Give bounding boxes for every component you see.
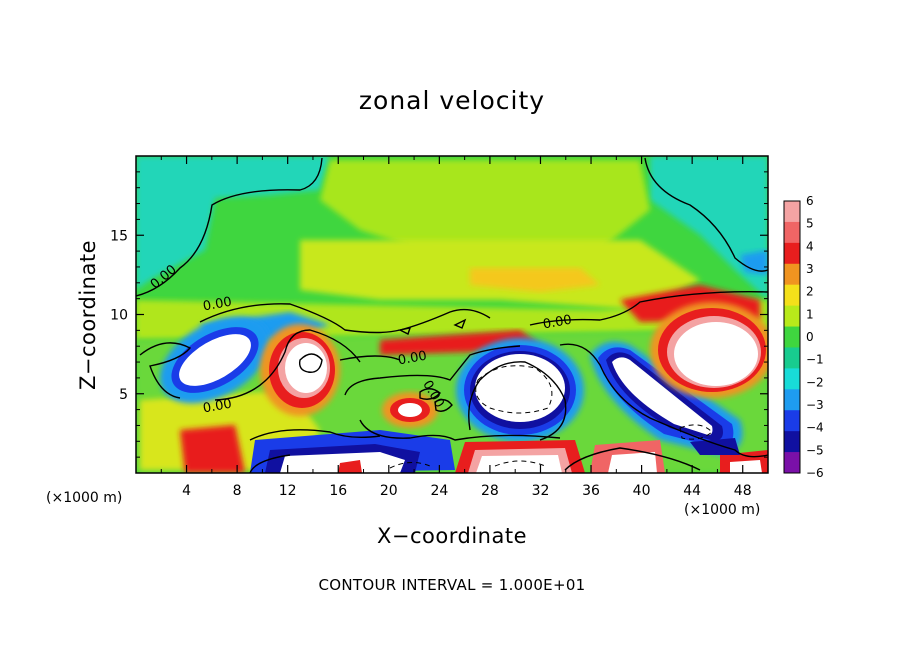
cell-d [590, 341, 743, 455]
x-tick-label: 20 [380, 483, 398, 499]
colorbar-swatch [784, 263, 800, 286]
cell-e [650, 302, 768, 398]
x-tick-label: 8 [233, 483, 242, 499]
chart-title: zonal velocity [358, 86, 546, 115]
x-tick-label: 48 [734, 483, 752, 499]
colorbar-label: 6 [806, 194, 814, 208]
colorbar-label: −6 [806, 466, 824, 480]
colorbar-swatch [784, 221, 800, 244]
y-tick-label: 5 [119, 387, 128, 403]
x-unit-left: (×1000 m) [46, 490, 123, 506]
cell-f [382, 392, 438, 428]
y-tick-label: 10 [110, 308, 128, 324]
colorbar-swatch [784, 368, 800, 390]
colorbar-swatch [784, 201, 800, 223]
negative-contours [389, 365, 713, 469]
cell-a [160, 316, 270, 404]
cell-b [260, 324, 340, 416]
colorbar: 6 5 4 3 2 1 0 −1 −2 −3 −4 −5 −6 [783, 194, 824, 480]
colorbar-swatch [784, 431, 800, 453]
contour-lines [136, 157, 768, 473]
colorbar-label: 3 [806, 262, 814, 276]
x-tick-label: 44 [683, 483, 701, 499]
contour-label: 0.00 [397, 349, 428, 369]
colorbar-frame [783, 200, 801, 474]
colorbar-label: −3 [806, 398, 824, 412]
contour-label-text: 0.00 [202, 295, 233, 315]
colorbar-label: −2 [806, 375, 824, 389]
colorbar-swatch [784, 410, 800, 432]
colorbar-swatch [784, 389, 800, 411]
x-tick-label: 32 [532, 483, 550, 499]
x-unit-right: (×1000 m) [684, 502, 761, 518]
x-tick-label: 36 [582, 483, 600, 499]
x-tick-label: 40 [633, 483, 651, 499]
colorbar-swatch [784, 452, 800, 474]
contour-label-text: 0.00 [542, 313, 573, 333]
colorbar-swatch [784, 326, 800, 348]
colorbar-label: −1 [806, 353, 824, 367]
contour-label: 0.00 [202, 295, 233, 315]
x-tick-label: 28 [481, 483, 499, 499]
contour-label-text: 0.00 [202, 397, 233, 417]
colorbar-label: 2 [806, 285, 814, 299]
contour-label: 0.00 [202, 397, 233, 417]
y-axis-label: Z−coordinate [76, 240, 100, 390]
x-tick-label: 24 [430, 483, 448, 499]
contour-label: 0.00 [542, 313, 573, 333]
x-axis-label: X−coordinate [377, 524, 527, 548]
colorbar-label: 4 [806, 239, 814, 253]
colorbar-label: 5 [806, 217, 814, 231]
velocity-field [136, 156, 768, 473]
colorbar-swatch [784, 347, 800, 369]
colorbar-swatch [784, 284, 800, 307]
x-tick-label: 12 [279, 483, 297, 499]
colorbar-label: 0 [806, 330, 814, 344]
y-tick-label: 15 [110, 228, 128, 244]
x-tick-label: 16 [329, 483, 347, 499]
colorbar-swatch [784, 242, 800, 265]
colorbar-label: 1 [806, 307, 814, 321]
x-tick-label: 4 [182, 483, 191, 499]
contour-interval: CONTOUR INTERVAL = 1.000E+01 [318, 576, 586, 594]
colorbar-label: −5 [806, 443, 824, 457]
colorbar-label: −4 [806, 421, 824, 435]
contour-label-text: 0.00 [397, 349, 428, 369]
colorbar-swatch [784, 305, 800, 328]
